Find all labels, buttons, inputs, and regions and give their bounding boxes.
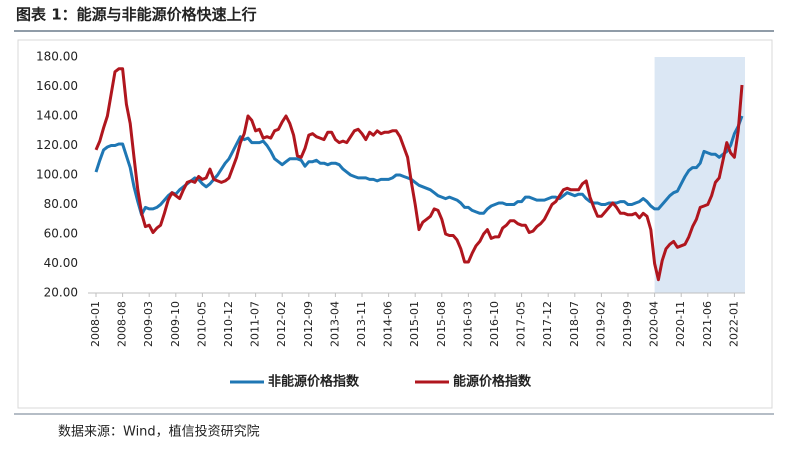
x-tick-label: 2017-12 <box>541 301 554 347</box>
x-tick-label: 2019-09 <box>621 301 634 347</box>
y-tick-label: 60.00 <box>44 227 78 241</box>
x-tick-label: 2008-01 <box>89 301 102 347</box>
x-tick-label: 2021-06 <box>701 301 714 347</box>
y-tick-label: 100.00 <box>36 168 78 182</box>
x-tick-label: 2014-06 <box>382 301 395 347</box>
x-tick-label: 2020-11 <box>674 301 687 347</box>
x-tick-label: 2019-02 <box>594 301 607 347</box>
x-tick-label: 2013-04 <box>328 301 341 347</box>
source-note: 数据来源：Wind，植信投资研究院 <box>58 424 260 440</box>
y-tick-label: 180.00 <box>36 50 78 64</box>
chart-title: 图表 1：能源与非能源价格快速上行 <box>16 6 257 24</box>
y-tick-label: 160.00 <box>36 79 78 93</box>
chart-frame <box>17 39 773 409</box>
x-tick-label: 2009-03 <box>142 301 155 347</box>
x-tick-label: 2012-09 <box>302 301 315 347</box>
series-line <box>94 67 744 282</box>
x-tick-label: 2015-01 <box>408 301 421 347</box>
legend-label: 非能源价格指数 <box>268 374 360 390</box>
x-tick-label: 2010-05 <box>195 301 208 347</box>
x-tick-label: 2020-04 <box>648 301 661 347</box>
x-tick-label: 2012-02 <box>275 301 288 347</box>
x-tick-label: 2008-08 <box>116 301 129 347</box>
x-tick-label: 2013-11 <box>355 301 368 347</box>
y-tick-label: 80.00 <box>44 197 78 211</box>
x-tick-label: 2015-08 <box>435 301 448 347</box>
x-tick-label: 2016-03 <box>461 301 474 347</box>
x-tick-label: 2022-01 <box>727 301 740 347</box>
y-tick-label: 140.00 <box>36 109 78 123</box>
shaded-region <box>654 57 745 293</box>
series-line <box>94 115 744 217</box>
y-tick-label: 40.00 <box>44 256 78 270</box>
x-tick-label: 2017-05 <box>515 301 528 347</box>
x-tick-label: 2010-12 <box>222 301 235 347</box>
x-tick-label: 2018-07 <box>568 301 581 347</box>
y-tick-label: 120.00 <box>36 138 78 152</box>
x-tick-label: 2009-10 <box>169 301 182 347</box>
y-tick-label: 20.00 <box>44 286 78 300</box>
legend-label: 能源价格指数 <box>453 374 532 390</box>
x-tick-label: 2011-07 <box>249 301 262 347</box>
x-tick-label: 2016-10 <box>488 301 501 347</box>
